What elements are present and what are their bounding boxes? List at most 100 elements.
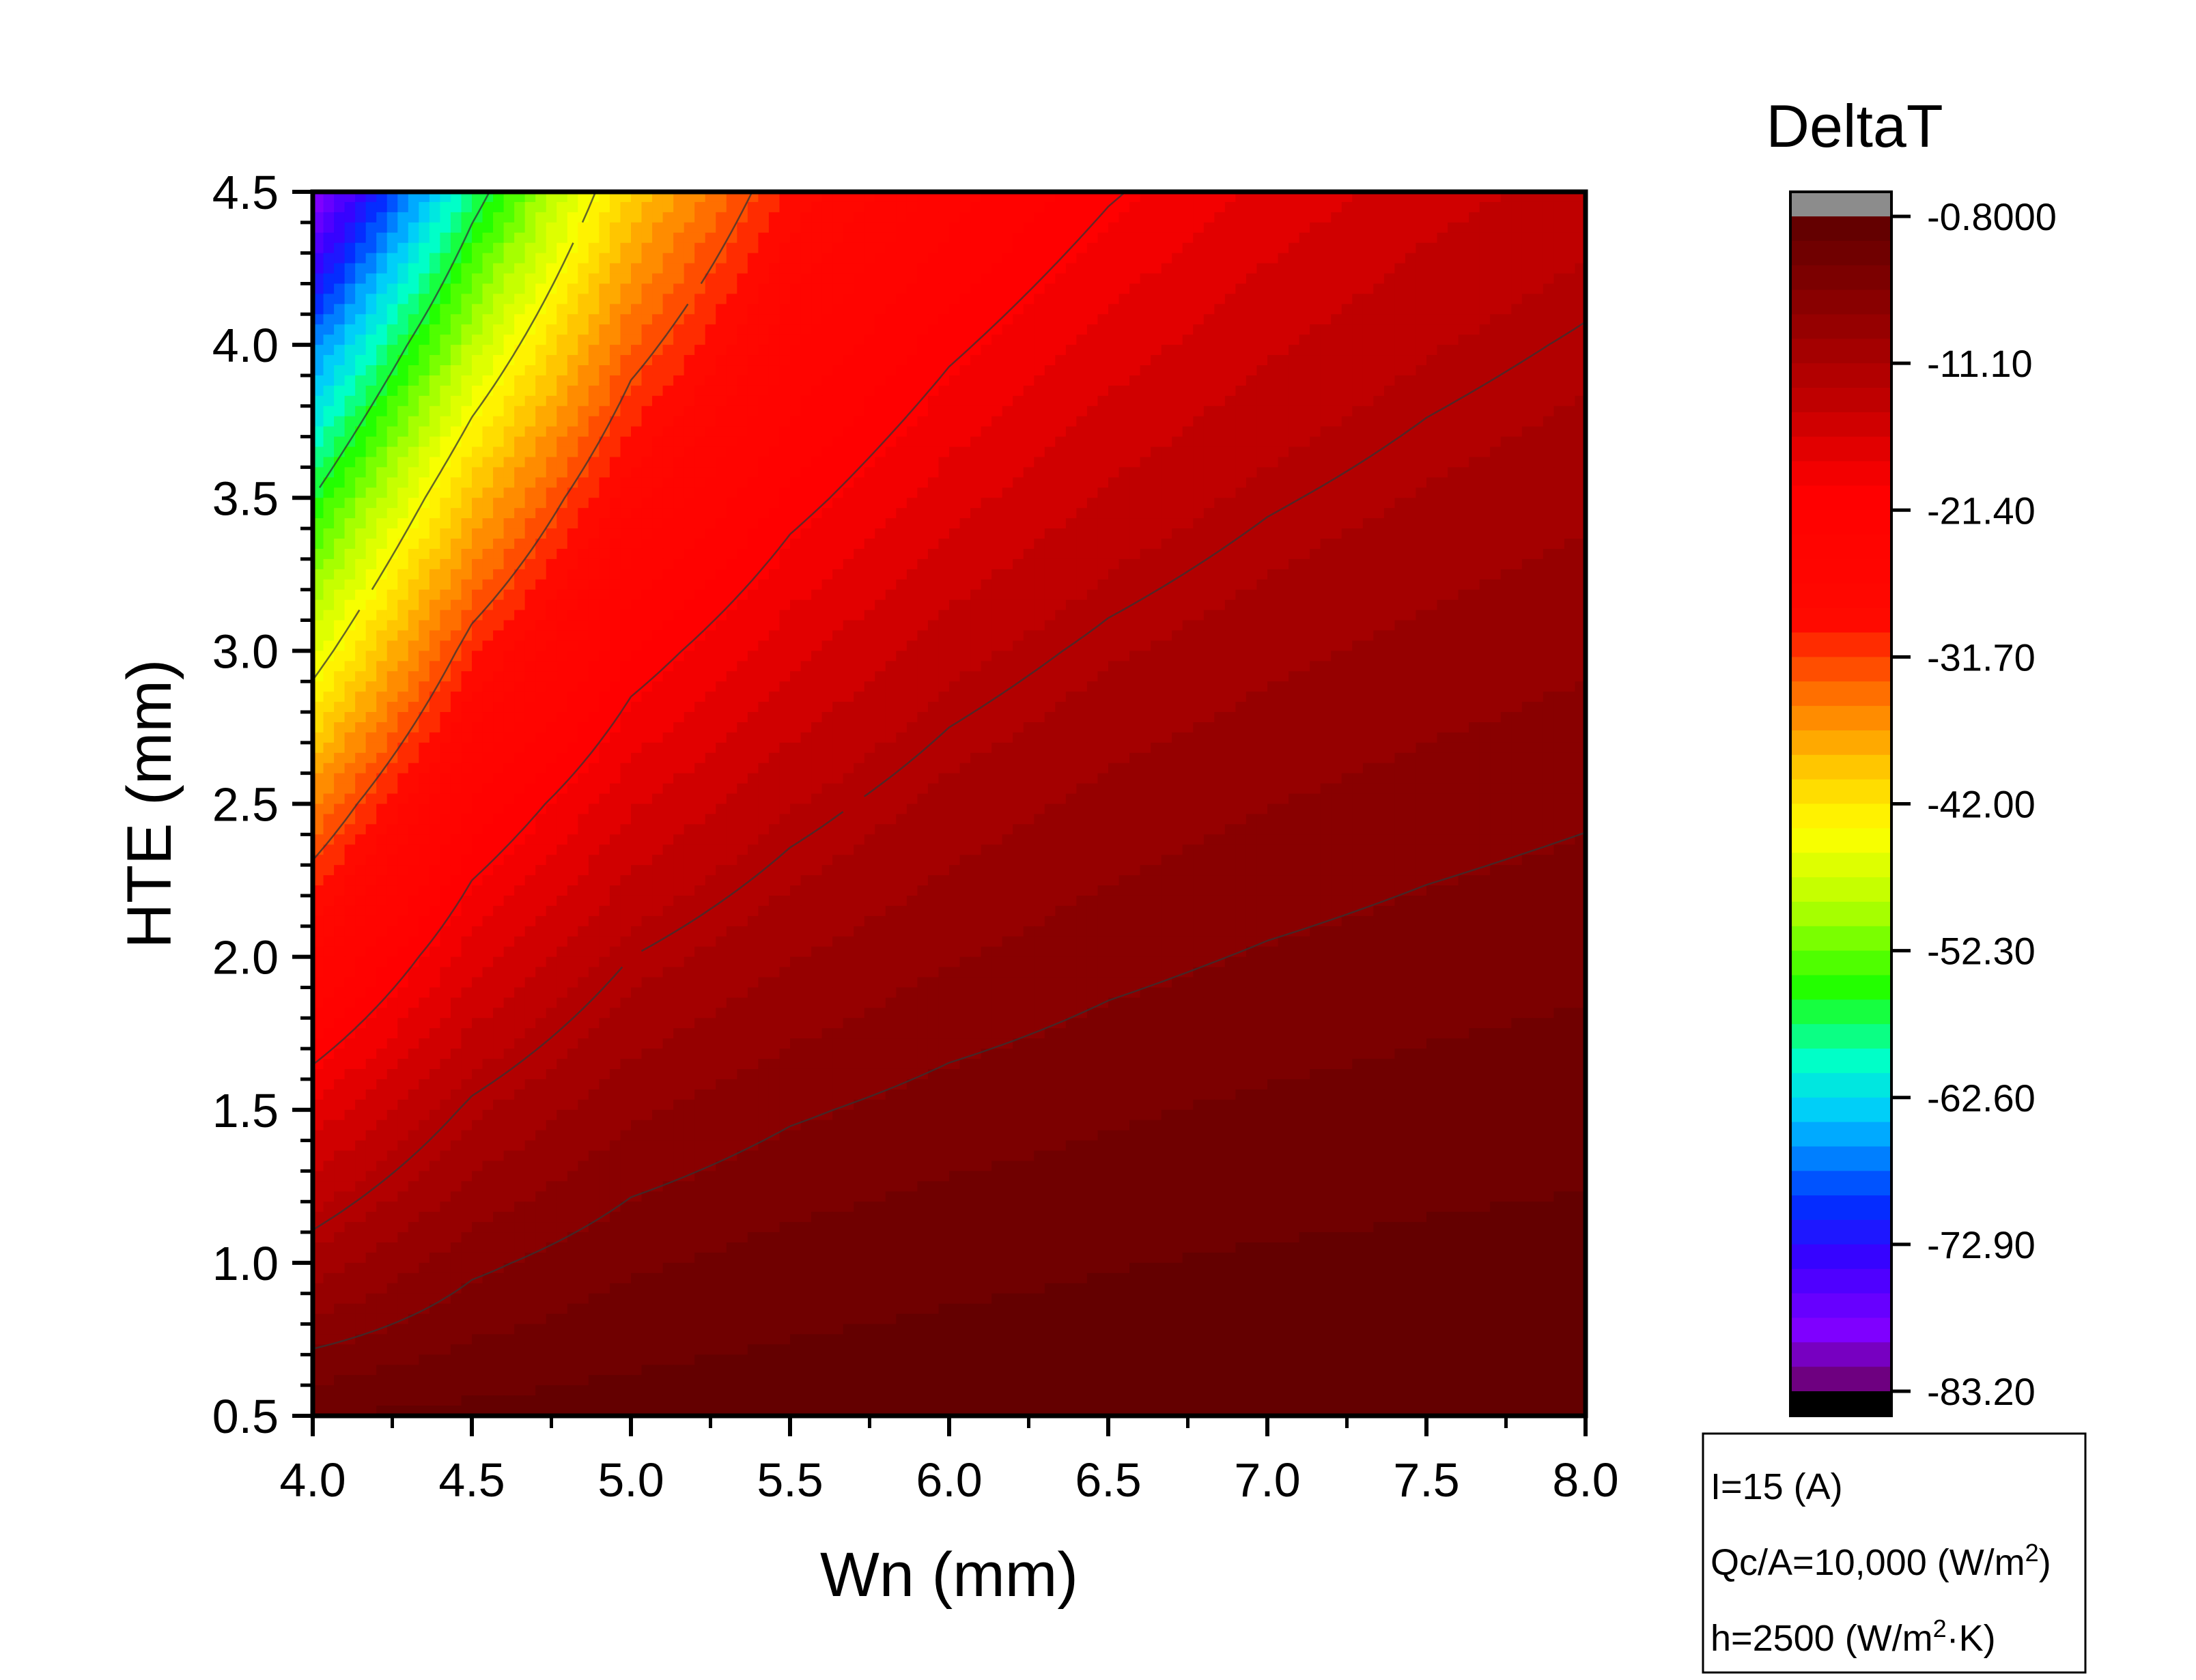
contour-cell	[843, 528, 854, 539]
contour-cell	[503, 548, 515, 560]
contour-cell	[864, 405, 876, 417]
contour-cell	[768, 395, 780, 407]
contour-cell	[970, 518, 982, 529]
contour-cell	[832, 355, 844, 366]
contour-cell	[1469, 487, 1480, 499]
contour-cell	[927, 405, 940, 417]
contour-cell	[1532, 283, 1544, 295]
contour-cell	[1193, 395, 1205, 407]
contour-cell	[758, 385, 770, 397]
contour-cell	[567, 192, 579, 203]
contour-cell	[1013, 426, 1024, 438]
contour-cell	[557, 477, 568, 489]
contour-cell	[970, 355, 982, 366]
contour-cell	[906, 294, 918, 305]
contour-cell	[1214, 508, 1226, 519]
contour-cell	[949, 253, 961, 264]
contour-cell	[1331, 539, 1342, 550]
contour-cell	[429, 232, 441, 244]
contour-cell	[906, 539, 918, 550]
contour-cell	[875, 242, 886, 254]
contour-cell	[344, 457, 356, 468]
contour-cell	[705, 212, 717, 223]
contour-cell	[1118, 569, 1130, 580]
contour-cell	[313, 345, 324, 356]
contour-cell	[949, 201, 961, 213]
contour-cell	[631, 610, 643, 621]
contour-cell	[716, 324, 727, 335]
contour-cell	[652, 365, 664, 376]
contour-cell	[631, 599, 643, 611]
contour-cell	[1437, 263, 1448, 274]
contour-cell	[694, 405, 706, 417]
contour-cell	[1373, 375, 1385, 386]
contour-cell	[1373, 242, 1385, 254]
contour-cell	[991, 375, 1003, 386]
contour-cell	[1140, 242, 1151, 254]
contour-cell	[970, 457, 982, 468]
contour-cell	[864, 599, 876, 611]
contour-cell	[768, 192, 780, 203]
contour-cell	[1118, 477, 1130, 489]
contour-cell	[1151, 355, 1162, 366]
contour-cell	[344, 212, 356, 223]
contour-cell	[1553, 232, 1565, 244]
contour-cell	[726, 345, 738, 356]
contour-cell	[1182, 232, 1194, 244]
contour-cell	[1458, 283, 1469, 295]
contour-cell	[1553, 457, 1565, 468]
contour-cell	[1521, 487, 1534, 499]
contour-cell	[588, 558, 600, 570]
contour-cell	[800, 314, 812, 326]
contour-cell	[970, 324, 982, 335]
contour-cell	[779, 334, 791, 345]
contour-cell	[896, 273, 907, 285]
contour-cell	[1437, 405, 1448, 417]
contour-cell	[673, 508, 685, 519]
contour-cell	[1118, 426, 1130, 438]
contour-cell	[705, 304, 717, 315]
contour-cell	[546, 467, 558, 479]
contour-cell	[1065, 426, 1078, 438]
contour-cell	[620, 548, 632, 560]
contour-cell	[705, 446, 717, 458]
contour-cell	[1055, 477, 1067, 489]
contour-cell	[365, 365, 377, 376]
contour-cell	[1289, 385, 1300, 397]
contour-cell	[694, 457, 706, 468]
contour-cell	[1076, 304, 1088, 315]
contour-cell	[1076, 253, 1088, 264]
contour-cell	[1013, 283, 1024, 295]
contour-cell	[938, 416, 950, 427]
contour-cell	[843, 242, 854, 254]
contour-cell	[673, 222, 685, 233]
contour-cell	[662, 569, 674, 580]
contour-cell	[1172, 242, 1183, 254]
contour-cell	[652, 273, 664, 285]
contour-cell	[1352, 334, 1364, 345]
contour-cell	[1331, 599, 1342, 611]
contour-cell	[1458, 548, 1469, 560]
contour-cell	[1267, 539, 1279, 550]
contour-cell	[408, 385, 420, 397]
contour-cell	[567, 498, 579, 509]
contour-cell	[1289, 508, 1300, 519]
contour-cell	[323, 324, 335, 335]
contour-cell	[1278, 539, 1289, 550]
contour-cell	[800, 508, 812, 519]
contour-cell	[1193, 314, 1205, 326]
contour-cell	[1416, 518, 1427, 529]
contour-cell	[1278, 416, 1289, 427]
contour-cell	[376, 599, 388, 611]
contour-cell	[1500, 487, 1512, 499]
contour-cell	[1426, 528, 1438, 539]
contour-cell	[1500, 498, 1512, 509]
contour-cell	[1278, 345, 1289, 356]
contour-cell	[1086, 599, 1099, 611]
contour-cell	[896, 528, 907, 539]
contour-cell	[1013, 610, 1024, 621]
contour-cell	[355, 589, 367, 601]
contour-cell	[609, 558, 621, 570]
contour-cell	[1076, 365, 1088, 376]
contour-cell	[716, 528, 727, 539]
